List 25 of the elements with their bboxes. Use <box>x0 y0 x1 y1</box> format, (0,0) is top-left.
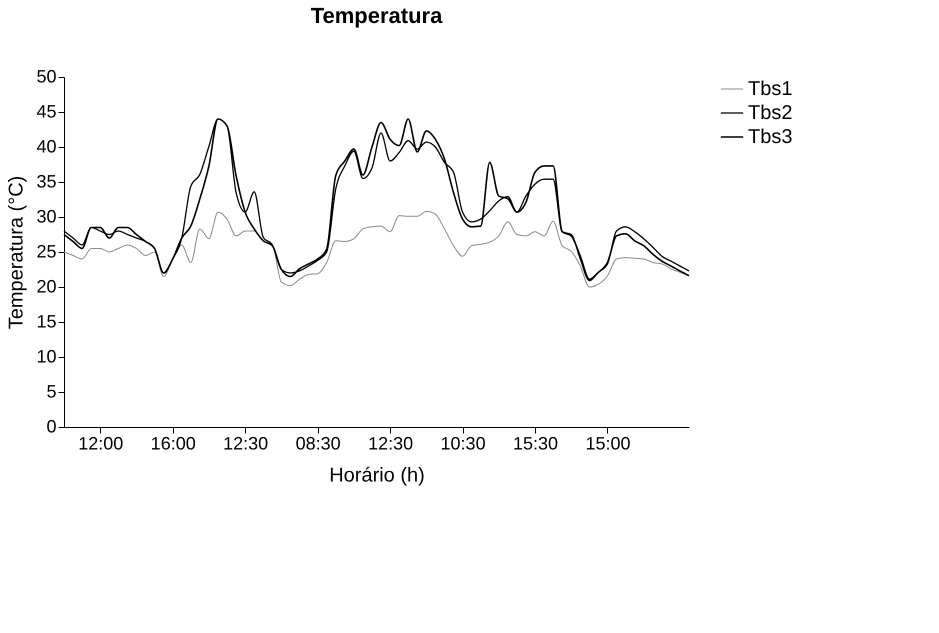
y-tick-label: 30 <box>36 206 56 226</box>
y-tick-label: 45 <box>36 102 56 122</box>
x-tick-label: 12:30 <box>223 434 268 454</box>
x-tick-label: 16:00 <box>150 434 196 454</box>
legend-label: Tbs1 <box>748 78 792 100</box>
y-tick-label: 5 <box>46 382 56 402</box>
y-tick-label: 50 <box>36 66 56 86</box>
y-tick-label: 25 <box>36 242 56 262</box>
x-axis-title: Horário (h) <box>329 464 425 486</box>
y-tick-label: 35 <box>36 172 56 192</box>
x-tick-label: 12:00 <box>78 434 124 454</box>
legend-label: Tbs3 <box>748 126 792 148</box>
y-tick-label: 20 <box>36 276 56 296</box>
x-tick-label: 15:00 <box>585 434 630 454</box>
x-tick-label: 10:30 <box>440 434 486 454</box>
legend-label: Tbs2 <box>748 102 792 124</box>
chart-title: Temperatura <box>310 3 444 28</box>
x-tick-label: 08:30 <box>296 434 341 454</box>
y-tick-label: 0 <box>46 416 56 436</box>
y-tick-label: 10 <box>36 346 56 366</box>
x-tick-label: 12:30 <box>368 434 414 454</box>
y-axis-title: Temperatura (°C) <box>5 176 28 330</box>
y-tick-label: 15 <box>36 312 56 332</box>
y-tick-label: 40 <box>36 136 56 156</box>
x-tick-label: 15:30 <box>512 434 558 454</box>
